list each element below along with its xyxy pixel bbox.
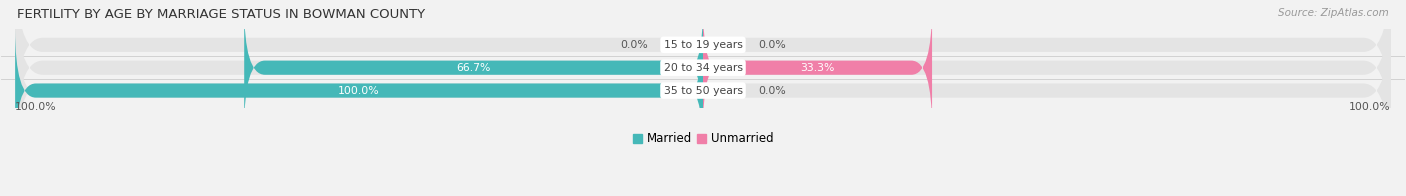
FancyBboxPatch shape xyxy=(15,6,1391,175)
FancyBboxPatch shape xyxy=(15,0,1391,129)
FancyBboxPatch shape xyxy=(703,6,932,129)
Text: 15 to 19 years: 15 to 19 years xyxy=(664,40,742,50)
Text: FERTILITY BY AGE BY MARRIAGE STATUS IN BOWMAN COUNTY: FERTILITY BY AGE BY MARRIAGE STATUS IN B… xyxy=(17,8,425,21)
Text: 100.0%: 100.0% xyxy=(15,102,56,112)
Text: 20 to 34 years: 20 to 34 years xyxy=(664,63,742,73)
Legend: Married, Unmarried: Married, Unmarried xyxy=(633,132,773,145)
Text: 100.0%: 100.0% xyxy=(339,86,380,96)
Text: 100.0%: 100.0% xyxy=(1350,102,1391,112)
Text: 0.0%: 0.0% xyxy=(758,86,786,96)
Text: 0.0%: 0.0% xyxy=(758,40,786,50)
Text: 66.7%: 66.7% xyxy=(457,63,491,73)
FancyBboxPatch shape xyxy=(15,29,703,152)
FancyBboxPatch shape xyxy=(15,0,1391,152)
Text: 33.3%: 33.3% xyxy=(800,63,835,73)
Text: Source: ZipAtlas.com: Source: ZipAtlas.com xyxy=(1278,8,1389,18)
Text: 0.0%: 0.0% xyxy=(620,40,648,50)
Text: 35 to 50 years: 35 to 50 years xyxy=(664,86,742,96)
FancyBboxPatch shape xyxy=(245,6,703,129)
